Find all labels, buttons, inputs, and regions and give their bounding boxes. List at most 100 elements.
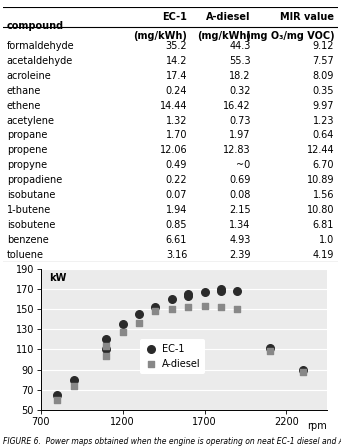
Text: 1.94: 1.94 [166, 205, 187, 215]
A-diesel [169, 306, 175, 313]
EC-1 [169, 296, 175, 303]
Text: 0.24: 0.24 [166, 86, 187, 96]
Text: 4.93: 4.93 [229, 235, 251, 245]
Text: compound: compound [7, 21, 64, 31]
EC-1 [186, 290, 191, 297]
Text: 16.42: 16.42 [223, 101, 251, 111]
Text: 0.64: 0.64 [313, 130, 334, 141]
Text: 7.57: 7.57 [312, 56, 334, 66]
Text: MIR value: MIR value [280, 12, 334, 22]
Text: 0.07: 0.07 [166, 190, 187, 200]
A-diesel [104, 343, 109, 350]
A-diesel [136, 320, 142, 327]
Text: acetaldehyde: acetaldehyde [7, 56, 73, 66]
Text: 3.16: 3.16 [166, 250, 187, 260]
Text: 0.22: 0.22 [166, 175, 187, 185]
A-diesel [202, 302, 207, 310]
EC-1 [71, 376, 76, 383]
Text: formaldehyde: formaldehyde [7, 41, 74, 51]
A-diesel [300, 368, 306, 375]
Text: 10.80: 10.80 [307, 205, 334, 215]
Text: 14.2: 14.2 [166, 56, 187, 66]
EC-1 [120, 321, 125, 328]
Text: 2.15: 2.15 [229, 205, 251, 215]
Text: 0.69: 0.69 [229, 175, 251, 185]
Text: (mg O₃/mg VOC): (mg O₃/mg VOC) [246, 31, 334, 41]
Text: propene: propene [7, 145, 47, 155]
Text: 12.44: 12.44 [307, 145, 334, 155]
Text: 1-butene: 1-butene [7, 205, 51, 215]
Text: 0.73: 0.73 [229, 116, 251, 125]
EC-1 [235, 288, 240, 295]
Text: 1.97: 1.97 [229, 130, 251, 141]
Text: 35.2: 35.2 [166, 41, 187, 51]
A-diesel [186, 304, 191, 311]
Text: 2.39: 2.39 [229, 250, 251, 260]
Legend: EC-1, A-diesel: EC-1, A-diesel [140, 339, 205, 374]
Text: propane: propane [7, 130, 47, 141]
A-diesel [153, 307, 158, 314]
Text: 10.89: 10.89 [307, 175, 334, 185]
Text: ethene: ethene [7, 101, 41, 111]
EC-1 [300, 366, 306, 373]
Text: 4.19: 4.19 [313, 250, 334, 260]
A-diesel [55, 396, 60, 403]
Text: 55.3: 55.3 [229, 56, 251, 66]
Text: 9.97: 9.97 [313, 101, 334, 111]
Text: 8.09: 8.09 [313, 71, 334, 81]
Text: 18.2: 18.2 [229, 71, 251, 81]
A-diesel [71, 382, 76, 389]
EC-1 [55, 391, 60, 398]
Text: propadiene: propadiene [7, 175, 62, 185]
Text: 12.83: 12.83 [223, 145, 251, 155]
Text: 14.44: 14.44 [160, 101, 187, 111]
Text: benzene: benzene [7, 235, 48, 245]
A-diesel [120, 329, 125, 336]
Text: propyne: propyne [7, 160, 47, 170]
EC-1 [153, 304, 158, 311]
Text: isobutene: isobutene [7, 220, 55, 230]
A-diesel [235, 306, 240, 313]
Text: EC-1: EC-1 [162, 12, 187, 22]
Text: 0.32: 0.32 [229, 86, 251, 96]
Text: toluene: toluene [7, 250, 44, 260]
A-diesel [218, 304, 224, 311]
EC-1 [267, 345, 273, 352]
Text: 0.49: 0.49 [166, 160, 187, 170]
Text: 1.32: 1.32 [166, 116, 187, 125]
Text: (mg/kWh): (mg/kWh) [197, 31, 251, 41]
Text: ethane: ethane [7, 86, 41, 96]
Text: (mg/kWh): (mg/kWh) [133, 31, 187, 41]
EC-1 [104, 346, 109, 353]
Text: 1.70: 1.70 [166, 130, 187, 141]
Text: rpm: rpm [308, 421, 327, 431]
Text: 6.70: 6.70 [313, 160, 334, 170]
A-diesel [267, 348, 273, 355]
Text: isobutane: isobutane [7, 190, 55, 200]
Text: 17.4: 17.4 [166, 71, 187, 81]
Text: kW: kW [49, 273, 67, 283]
EC-1 [186, 293, 191, 300]
Text: 6.81: 6.81 [313, 220, 334, 230]
Text: 44.3: 44.3 [229, 41, 251, 51]
Text: 1.56: 1.56 [313, 190, 334, 200]
Text: acetylene: acetylene [7, 116, 55, 125]
EC-1 [218, 288, 224, 295]
Text: A-diesel: A-diesel [206, 12, 251, 22]
Text: 1.34: 1.34 [229, 220, 251, 230]
Text: 0.08: 0.08 [229, 190, 251, 200]
A-diesel [104, 353, 109, 360]
Text: FIGURE 6.  Power maps obtained when the engine is operating on neat EC-1 diesel : FIGURE 6. Power maps obtained when the e… [3, 437, 341, 446]
EC-1 [202, 289, 207, 296]
Text: 12.06: 12.06 [160, 145, 187, 155]
Text: ~0: ~0 [236, 160, 251, 170]
Text: 1.0: 1.0 [319, 235, 334, 245]
EC-1 [104, 336, 109, 343]
Text: 0.85: 0.85 [166, 220, 187, 230]
Text: 6.61: 6.61 [166, 235, 187, 245]
EC-1 [136, 310, 142, 318]
Text: 9.12: 9.12 [313, 41, 334, 51]
Text: acroleine: acroleine [7, 71, 51, 81]
Text: 1.23: 1.23 [313, 116, 334, 125]
Text: 0.35: 0.35 [313, 86, 334, 96]
